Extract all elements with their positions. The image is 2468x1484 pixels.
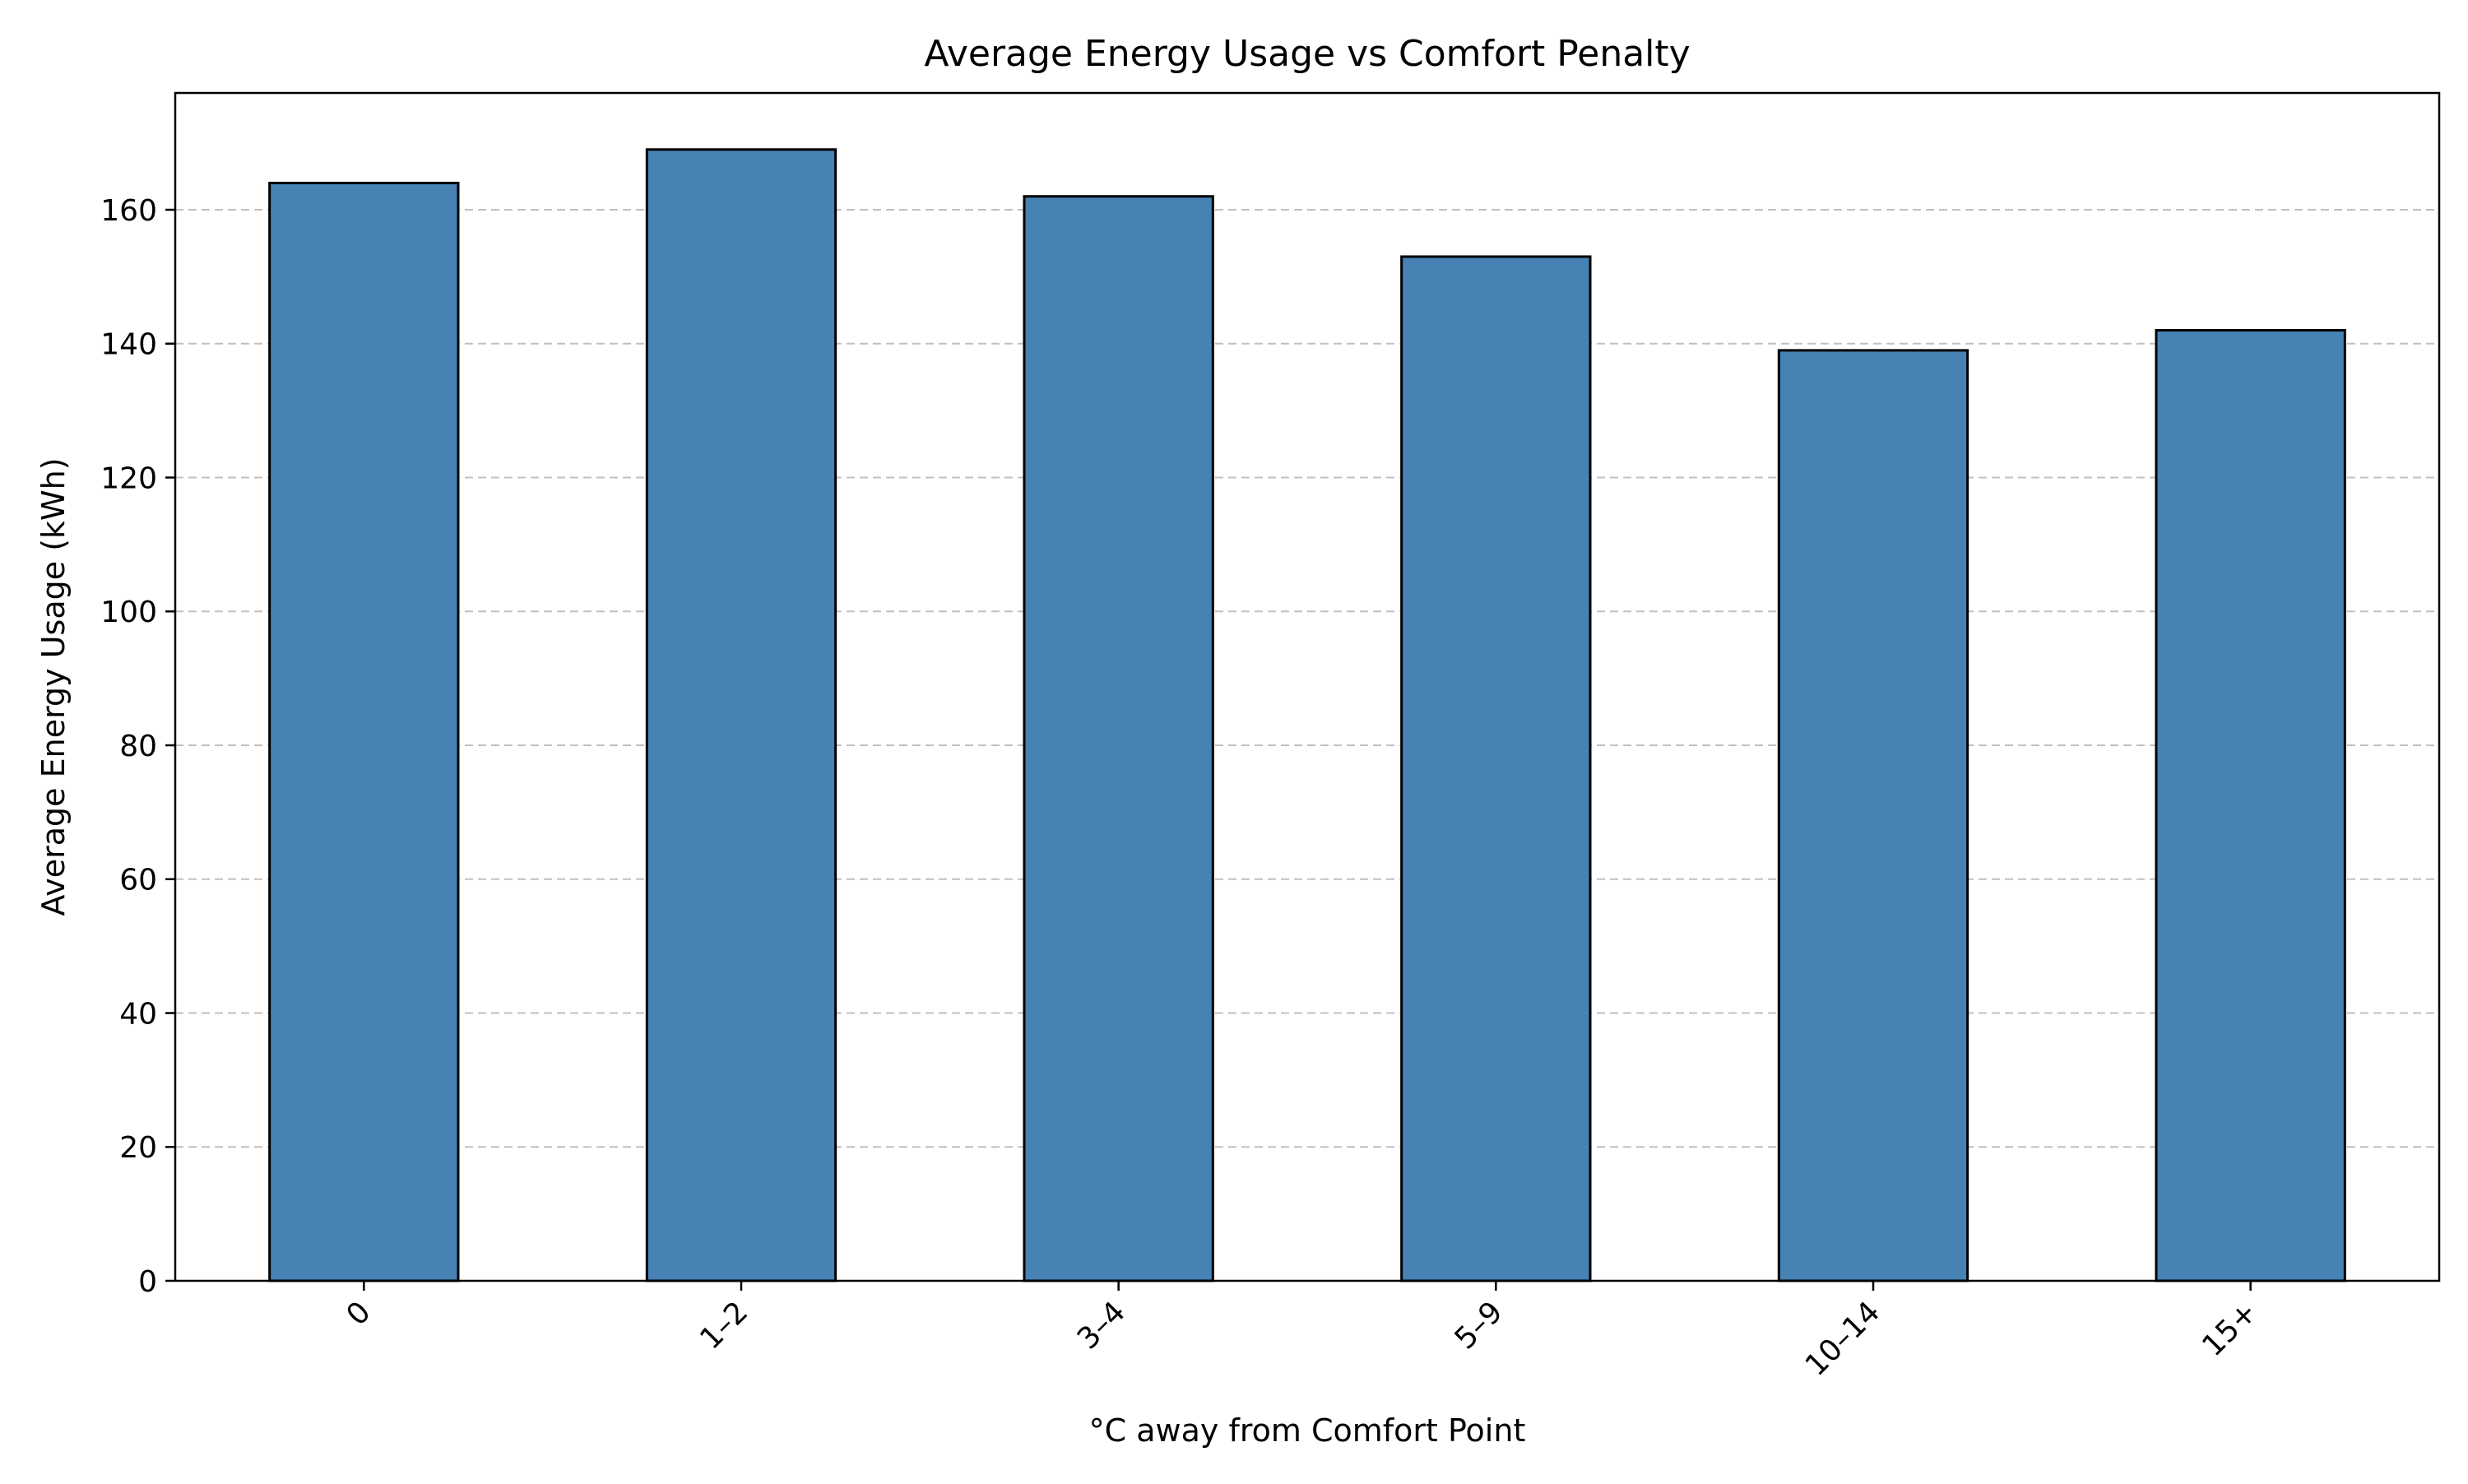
y-tick-label: 60 xyxy=(119,864,157,897)
x-axis-label: °C away from Comfort Point xyxy=(1089,1412,1526,1449)
x-tick-label: 0 xyxy=(341,1295,378,1332)
x-axis: 0 1–2 3–4 5–9 10–14 15+ xyxy=(341,1281,2264,1383)
y-axis-label: Average Energy Usage (kWh) xyxy=(35,457,72,916)
y-tick-label: 100 xyxy=(100,596,157,629)
bar xyxy=(1400,255,1592,1282)
bar xyxy=(1023,195,1214,1282)
x-tick-label: 3–4 xyxy=(1071,1295,1132,1356)
y-tick-label: 80 xyxy=(119,730,157,763)
y-tick-label: 20 xyxy=(119,1131,157,1165)
bar xyxy=(268,181,460,1282)
bar xyxy=(1777,349,1969,1282)
plot-frame xyxy=(174,91,2441,1282)
chart-title: Average Energy Usage vs Comfort Penalty xyxy=(924,33,1690,75)
y-axis: 0 20 40 60 80 100 120 140 160 xyxy=(100,194,175,1299)
y-tick-label: 120 xyxy=(100,461,157,495)
bars xyxy=(268,148,2346,1282)
x-tick-label: 10–14 xyxy=(1799,1295,1887,1383)
y-tick-label: 40 xyxy=(119,997,157,1031)
y-tick-label: 160 xyxy=(100,194,157,228)
y-tick-label: 140 xyxy=(100,328,157,362)
grid-lines xyxy=(175,208,2439,1148)
bar xyxy=(645,148,837,1282)
y-tick-label: 0 xyxy=(138,1265,157,1299)
bar xyxy=(2155,328,2346,1282)
x-tick-label: 15+ xyxy=(2196,1295,2264,1363)
x-tick-label: 1–2 xyxy=(694,1295,754,1356)
x-tick-label: 5–9 xyxy=(1449,1295,1510,1356)
